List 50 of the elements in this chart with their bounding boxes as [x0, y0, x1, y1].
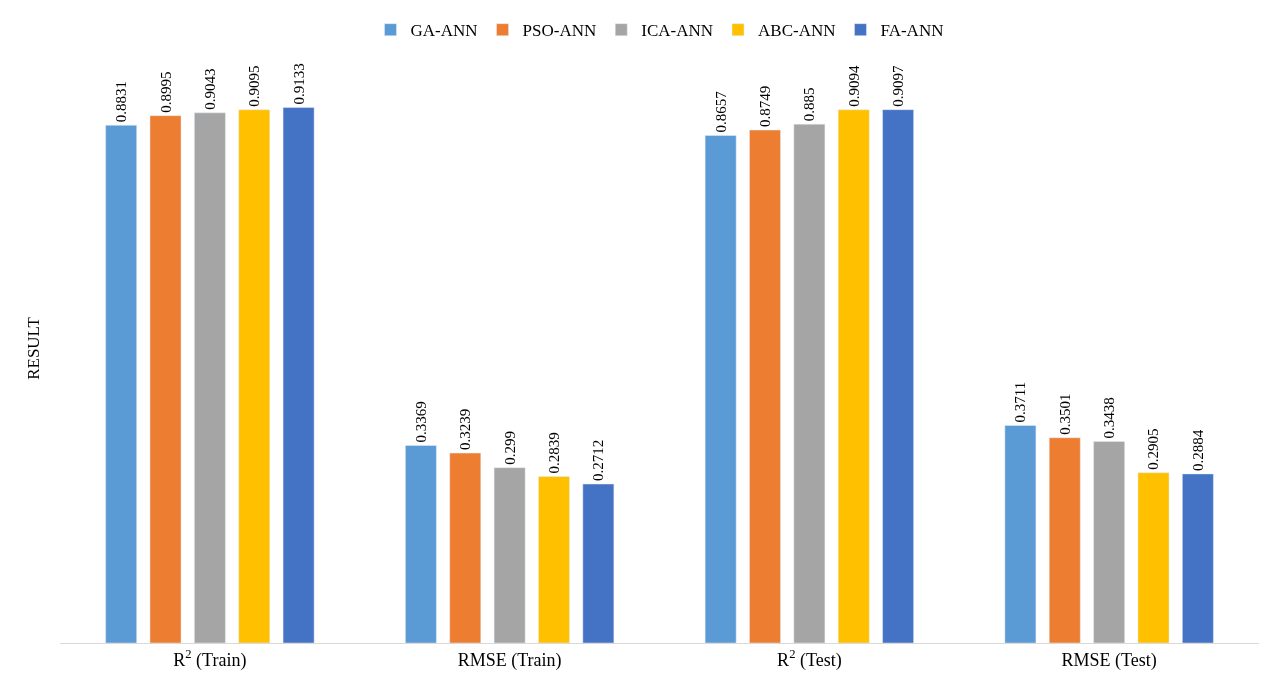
- x-tick-label: RMSE (Train): [457, 649, 562, 671]
- bar: [149, 115, 182, 643]
- bar: [749, 129, 781, 643]
- data-label: 0.2905: [1145, 428, 1162, 470]
- bar: [449, 452, 482, 643]
- data-label: 0.2712: [590, 439, 607, 481]
- legend-label: PSO-ANN: [522, 21, 597, 41]
- data-label: 0.9095: [246, 65, 263, 107]
- bar: [194, 112, 226, 643]
- bar: [793, 123, 826, 643]
- legend-label: GA-ANN: [410, 21, 478, 41]
- data-label: 0.9094: [845, 65, 862, 107]
- bar: [1182, 473, 1214, 643]
- bar: [238, 109, 271, 643]
- data-label: 0.2884: [1189, 429, 1206, 471]
- data-label: 0.3438: [1101, 397, 1118, 439]
- bar: [1048, 437, 1081, 643]
- data-label: 0.8995: [157, 71, 174, 113]
- bar: [282, 107, 315, 643]
- data-label: 0.2839: [545, 432, 562, 474]
- data-label: 0.299: [501, 430, 518, 465]
- bar: [493, 467, 526, 643]
- bar: [538, 476, 570, 643]
- legend-label: FA-ANN: [880, 21, 944, 41]
- data-label: 0.9097: [890, 64, 907, 107]
- x-tick-label: R$^{2}$ (Train): [173, 647, 247, 671]
- bar: [1137, 472, 1170, 643]
- data-label: 0.8657: [712, 90, 729, 133]
- legend-label: ABC-ANN: [758, 21, 836, 41]
- data-label: 0.3711: [1012, 381, 1029, 423]
- x-tick-label: R$^{2}$ (Test): [777, 647, 842, 671]
- bar: [837, 109, 870, 643]
- data-label: 0.3239: [457, 408, 474, 451]
- bar: [1004, 425, 1037, 643]
- data-label: 0.9133: [290, 63, 307, 105]
- y-axis-title: RESULT: [23, 316, 43, 380]
- bar: [882, 109, 914, 643]
- x-tick-label: RMSE (Test): [1061, 649, 1157, 671]
- data-label: 0.8749: [757, 85, 774, 128]
- data-label: 0.8831: [113, 81, 130, 123]
- bar: [582, 483, 615, 643]
- data-label: 0.9043: [201, 68, 218, 110]
- data-label: 0.3369: [412, 401, 429, 443]
- legend-label: ICA-ANN: [641, 21, 714, 41]
- bar: [704, 135, 737, 643]
- data-label: 0.885: [801, 87, 818, 122]
- bar: [105, 125, 137, 643]
- bar: [405, 445, 437, 643]
- bar: [1093, 441, 1125, 643]
- data-label: 0.3501: [1056, 393, 1073, 435]
